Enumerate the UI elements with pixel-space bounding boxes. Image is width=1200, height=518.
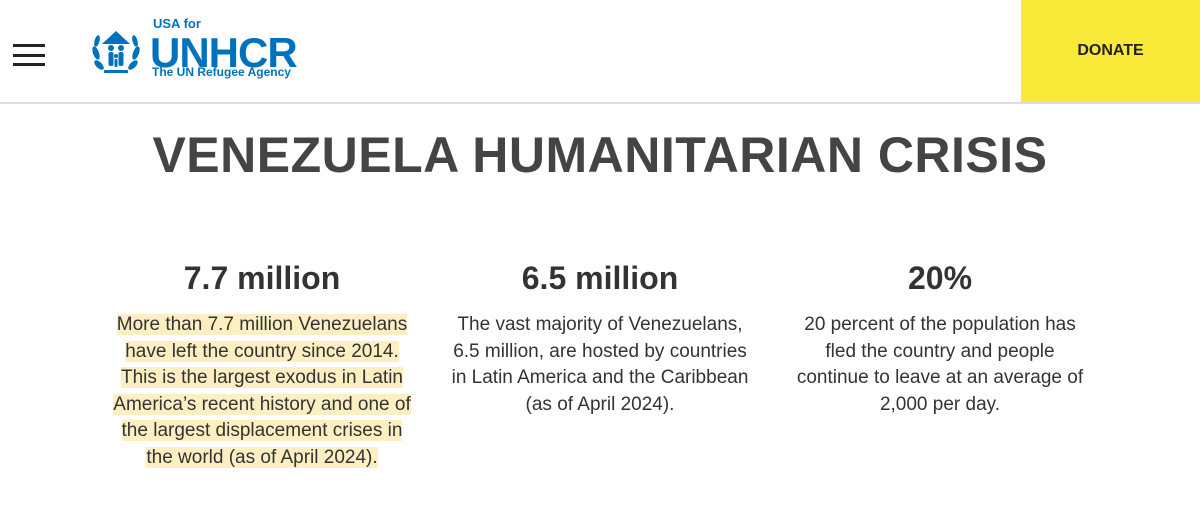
logo-tagline[interactable]: The UN Refugee Agency xyxy=(152,65,291,79)
donate-button[interactable]: DONATE xyxy=(1021,0,1200,102)
stat-item: 7.7 million More than 7.7 million Venezue… xyxy=(107,256,417,471)
stat-description: More than 7.7 million Venezuelans have l… xyxy=(113,314,411,468)
stat-text: 20 percent of the population has fled th… xyxy=(790,312,1090,418)
logo-prefix[interactable]: USA for xyxy=(153,16,201,31)
stat-figure: 7.7 million xyxy=(183,260,341,296)
stat-item: 20% 20 percent of the population has fled… xyxy=(790,256,1090,418)
stat-description: 20 percent of the population has fled th… xyxy=(796,314,1084,415)
header: USA for UNHCR The UN Refugee Agency DONA… xyxy=(0,0,1200,104)
logo-name[interactable]: UNHCR xyxy=(150,29,298,76)
stat-figure: 20% xyxy=(907,260,973,296)
menu-button[interactable] xyxy=(13,44,45,66)
logo-emblem[interactable] xyxy=(89,28,143,78)
stat-description: The vast majority of Venezuelans, 6.5 mi… xyxy=(451,314,749,415)
stat-text: More than 7.7 million Venezuelans have l… xyxy=(107,312,417,471)
page-title: VENEZUELA HUMANITARIAN CRISIS xyxy=(152,127,1048,183)
stat-text: The vast majority of Venezuelans, 6.5 mi… xyxy=(445,312,755,418)
stat-item: 6.5 million The vast majority of Venezuel… xyxy=(445,256,755,418)
stat-figure: 6.5 million xyxy=(521,260,679,296)
